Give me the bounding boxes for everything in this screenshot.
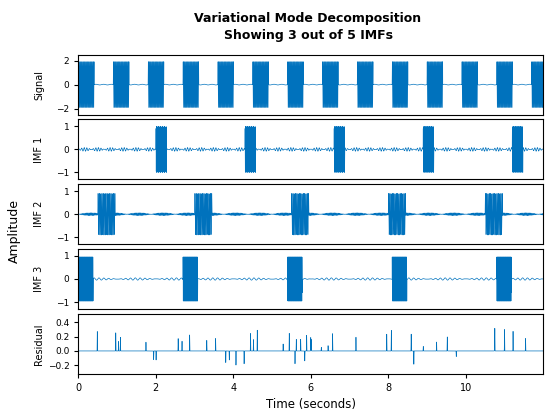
X-axis label: Time (seconds): Time (seconds) xyxy=(266,399,356,411)
Y-axis label: IMF 2: IMF 2 xyxy=(34,201,44,227)
Text: Showing 3 out of 5 IMFs: Showing 3 out of 5 IMFs xyxy=(223,29,393,42)
Y-axis label: IMF 1: IMF 1 xyxy=(34,136,44,163)
Text: Variational Mode Decomposition: Variational Mode Decomposition xyxy=(194,13,422,25)
Y-axis label: Residual: Residual xyxy=(34,323,44,365)
Text: Amplitude: Amplitude xyxy=(7,199,21,263)
Y-axis label: IMF 3: IMF 3 xyxy=(34,266,44,292)
Y-axis label: Signal: Signal xyxy=(34,70,44,100)
